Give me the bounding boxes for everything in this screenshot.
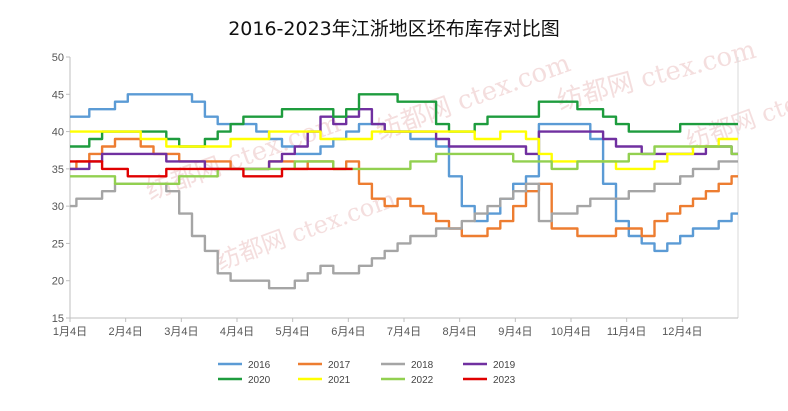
y-tick-label: 35	[52, 164, 64, 176]
x-tick-label: 1月4日	[53, 326, 87, 338]
y-tick-label: 50	[52, 52, 64, 64]
x-tick-label: 5月4日	[276, 326, 310, 338]
series-line-2017	[70, 137, 738, 238]
y-tick-label: 45	[52, 89, 64, 101]
y-tick-label: 20	[52, 276, 64, 288]
y-tick-label: 40	[52, 127, 64, 139]
x-tick-label: 6月4日	[331, 326, 365, 338]
series-line-2022	[70, 145, 738, 185]
legend-label-2018: 2018	[411, 360, 434, 371]
series-line-2018	[70, 160, 738, 290]
chart-axes: 15 20 25 30 35 40 45 50 1月4日 2月4日 3月4日 4月4日 5月4日 6月4日…	[52, 52, 739, 338]
x-tick-label: 2月4日	[109, 326, 143, 338]
x-tick-label: 4月4日	[220, 326, 254, 338]
series-line-2021	[70, 130, 738, 171]
legend-label-2017: 2017	[328, 360, 351, 371]
legend-label-2022: 2022	[411, 375, 434, 386]
x-tick-label: 3月4日	[164, 326, 198, 338]
x-tick-label: 9月4日	[498, 326, 532, 338]
y-tick-label: 15	[52, 313, 64, 325]
x-tick-label: 8月4日	[443, 326, 477, 338]
chart-legend: 2016 2017 2018 2019 2020 2021 2022 2023	[218, 360, 516, 386]
y-tick-label: 30	[52, 201, 64, 213]
legend-label-2019: 2019	[493, 360, 516, 371]
watermark-text: 纺都网 ctex.com	[554, 35, 759, 117]
series-line-2016	[70, 93, 738, 253]
series-line-2023	[70, 160, 353, 178]
y-tick-label: 25	[52, 238, 64, 250]
legend-label-2020: 2020	[248, 375, 271, 386]
series-lines	[70, 93, 738, 290]
x-tick-label: 7月4日	[387, 326, 421, 338]
legend-label-2021: 2021	[328, 375, 351, 386]
chart-title: 2016-2023年江浙地区坯布库存对比图	[228, 18, 560, 40]
x-tick-label: 11月4日	[607, 326, 647, 338]
legend-label-2016: 2016	[248, 360, 271, 371]
legend-label-2023: 2023	[493, 375, 516, 386]
x-tick-label: 10月4日	[551, 326, 591, 338]
x-tick-label: 12月4日	[662, 326, 702, 338]
